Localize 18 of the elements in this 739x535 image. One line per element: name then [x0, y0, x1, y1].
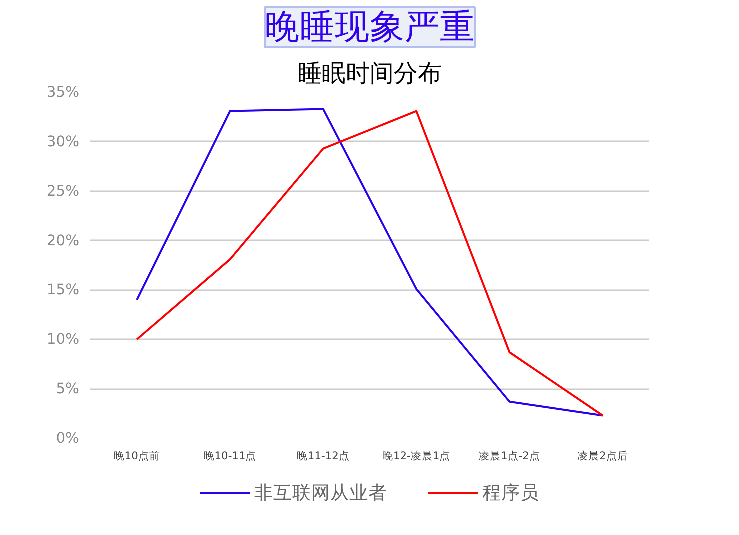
chart-title: 晚睡现象严重 — [265, 8, 475, 48]
chart-subtitle: 睡眠时间分布 — [298, 60, 442, 88]
x-tick-label: 晚10点前 — [114, 450, 160, 462]
y-tick-label: 25% — [46, 182, 80, 200]
y-tick-label: 0% — [56, 430, 80, 447]
x-tick-label: 晚12-凌晨1点 — [382, 450, 451, 462]
x-tick-label: 凌晨1点-2点 — [479, 450, 540, 462]
x-tick-label: 晚10-11点 — [204, 450, 257, 462]
x-tick-label: 晚11-12点 — [296, 450, 350, 462]
y-tick-label: 35% — [46, 84, 80, 101]
y-tick-label: 5% — [56, 380, 80, 398]
y-tick-label: 15% — [46, 282, 80, 299]
legend-label: 非互联网从业者 — [254, 482, 388, 506]
y-tick-label: 20% — [46, 232, 80, 250]
y-tick-label: 10% — [46, 331, 80, 348]
y-tick-label: 30% — [46, 133, 80, 150]
x-tick-label: 凌晨2点后 — [578, 450, 628, 462]
legend-label: 程序员 — [482, 482, 540, 506]
